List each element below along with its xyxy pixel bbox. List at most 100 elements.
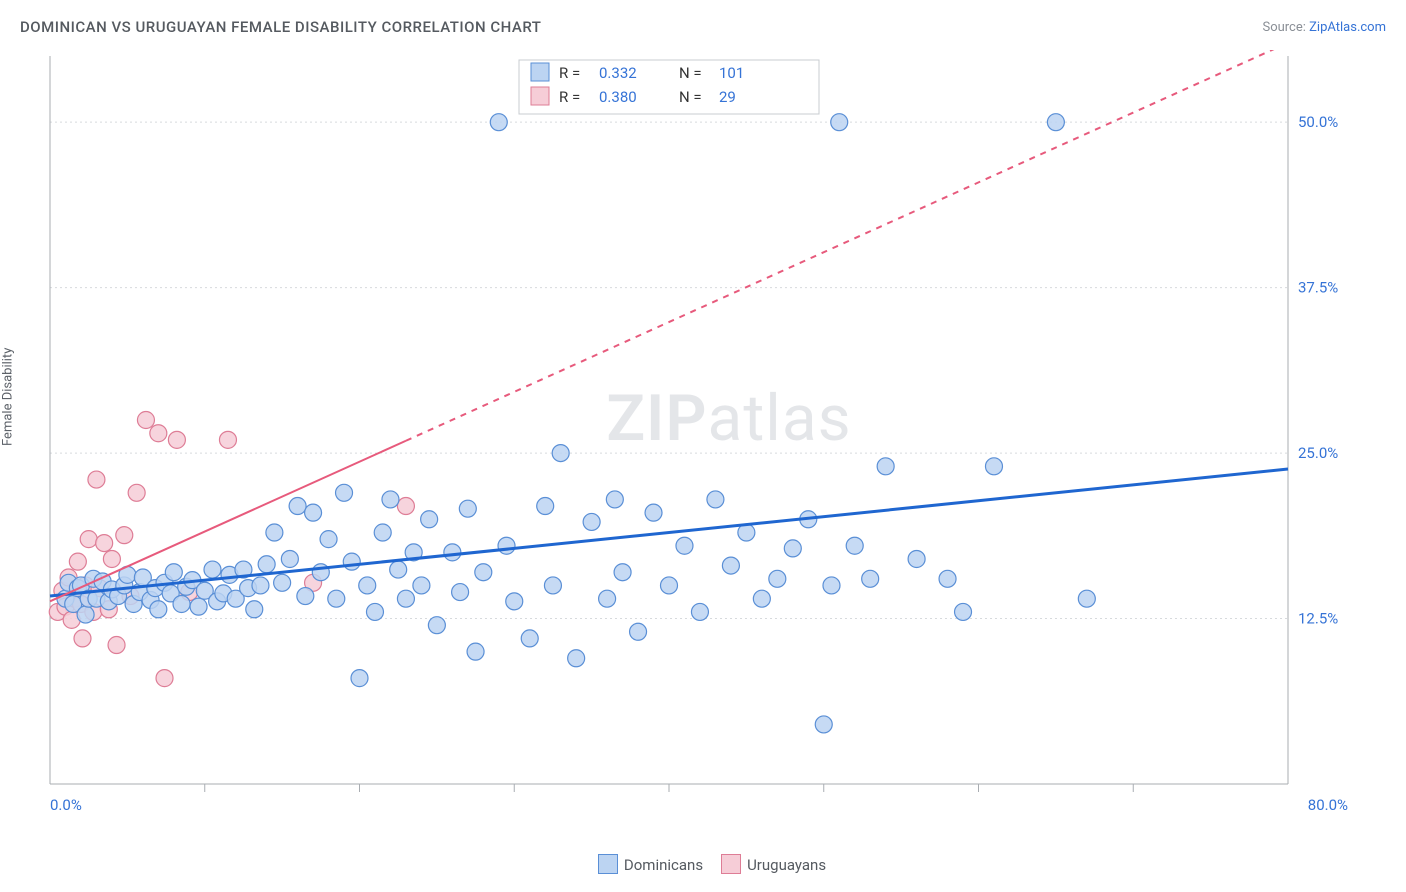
dominican-point bbox=[421, 511, 438, 528]
dominican-point bbox=[630, 623, 647, 640]
dominican-point bbox=[336, 484, 353, 501]
dominican-point bbox=[676, 537, 693, 554]
legend-r-label: R = bbox=[559, 88, 580, 106]
uruguayan-point bbox=[128, 484, 145, 501]
dominican-point bbox=[297, 588, 314, 605]
legend-swatch bbox=[531, 63, 549, 81]
dominican-point bbox=[955, 603, 972, 620]
uruguayan-point bbox=[69, 553, 86, 570]
dominican-point bbox=[552, 445, 569, 462]
dominican-point bbox=[537, 498, 554, 515]
dominican-point bbox=[753, 590, 770, 607]
dominican-point bbox=[823, 577, 840, 594]
dominican-point bbox=[846, 537, 863, 554]
dominican-point bbox=[544, 577, 561, 594]
dominican-point bbox=[1078, 590, 1095, 607]
watermark: ZIPatlas bbox=[606, 381, 851, 456]
y-axis-label: Female Disability bbox=[1, 348, 16, 446]
dominican-point bbox=[320, 531, 337, 548]
uruguayan-point bbox=[137, 412, 154, 429]
uruguayan-point bbox=[116, 527, 133, 544]
dominican-point bbox=[784, 540, 801, 557]
dominican-point bbox=[173, 595, 190, 612]
scatter-plot: 12.5% 25.0% 37.5% 50.0% 0.0% 80.0% ZIPatlas R =… bbox=[48, 50, 1358, 820]
dominican-point bbox=[281, 550, 298, 567]
uruguayan-point bbox=[103, 550, 120, 567]
dominican-point bbox=[645, 504, 662, 521]
dominican-point bbox=[490, 114, 507, 131]
dominican-point bbox=[939, 570, 956, 587]
x-tick-label: 0.0% bbox=[50, 796, 82, 814]
dominican-point bbox=[397, 590, 414, 607]
dominican-point bbox=[266, 524, 283, 541]
dominican-point bbox=[343, 553, 360, 570]
y-tick-label: 25.0% bbox=[1298, 444, 1338, 462]
dominican-point bbox=[506, 593, 523, 610]
dominican-point bbox=[475, 564, 492, 581]
dominican-point bbox=[707, 491, 724, 508]
y-tick-label: 12.5% bbox=[1298, 610, 1338, 628]
uruguayan-point bbox=[219, 431, 236, 448]
dominican-point bbox=[165, 564, 182, 581]
title-bar: DOMINICAN VS URUGUAYAN FEMALE DISABILITY… bbox=[20, 18, 1386, 36]
dominican-point bbox=[614, 564, 631, 581]
legend-n-value: 29 bbox=[719, 88, 736, 106]
dominican-point bbox=[77, 606, 94, 623]
dominican-point bbox=[467, 643, 484, 660]
dominican-point bbox=[150, 601, 167, 618]
dominican-point bbox=[366, 603, 383, 620]
legend-label: Uruguayans bbox=[747, 856, 826, 874]
dominican-point bbox=[413, 577, 430, 594]
dominican-point bbox=[359, 577, 376, 594]
dominican-point bbox=[691, 603, 708, 620]
uruguayan-point bbox=[96, 535, 113, 552]
legend-r-value: 0.380 bbox=[599, 88, 637, 106]
dominican-point bbox=[382, 491, 399, 508]
dominican-point bbox=[661, 577, 678, 594]
legend-label: Dominicans bbox=[624, 856, 703, 874]
dominican-point bbox=[568, 650, 585, 667]
legend-r-label: R = bbox=[559, 64, 580, 82]
uruguayan-point bbox=[150, 425, 167, 442]
chart-title: DOMINICAN VS URUGUAYAN FEMALE DISABILITY… bbox=[20, 18, 541, 36]
legend-n-label: N = bbox=[679, 88, 702, 106]
uruguayan-point bbox=[397, 498, 414, 515]
legend-r-value: 0.332 bbox=[599, 64, 637, 82]
uruguayan-point bbox=[80, 531, 97, 548]
uruguayan-point bbox=[156, 670, 173, 687]
source-prefix: Source: bbox=[1262, 20, 1309, 35]
dominican-point bbox=[1047, 114, 1064, 131]
dominican-point bbox=[289, 498, 306, 515]
uruguayan-point bbox=[168, 431, 185, 448]
source-label: Source: ZipAtlas.com bbox=[1262, 20, 1386, 35]
uruguayan-point bbox=[74, 630, 91, 647]
dominican-point bbox=[908, 550, 925, 567]
bottom-legend: Dominicans Uruguayans bbox=[0, 854, 1406, 874]
dominican-point bbox=[374, 524, 391, 541]
dominican-point bbox=[444, 544, 461, 561]
legend-swatch bbox=[598, 854, 618, 874]
dominican-point bbox=[305, 504, 322, 521]
dominican-point bbox=[862, 570, 879, 587]
dominican-point bbox=[246, 601, 263, 618]
uruguayan-point bbox=[88, 471, 105, 488]
y-tick-label: 50.0% bbox=[1298, 113, 1338, 131]
dominican-point bbox=[204, 561, 221, 578]
dominican-point bbox=[583, 513, 600, 530]
dominican-point bbox=[328, 590, 345, 607]
source-link[interactable]: ZipAtlas.com bbox=[1309, 20, 1386, 35]
dominican-point bbox=[722, 557, 739, 574]
dominican-point bbox=[599, 590, 616, 607]
dominican-point bbox=[351, 670, 368, 687]
dominican-point bbox=[390, 561, 407, 578]
x-tick-label: 80.0% bbox=[1308, 796, 1348, 814]
dominican-point bbox=[190, 598, 207, 615]
dominican-point bbox=[815, 716, 832, 733]
y-tick-label: 37.5% bbox=[1298, 279, 1338, 297]
chart-container: DOMINICAN VS URUGUAYAN FEMALE DISABILITY… bbox=[0, 0, 1406, 892]
dominican-point bbox=[252, 577, 269, 594]
dominican-point bbox=[452, 584, 469, 601]
dominican-point bbox=[985, 458, 1002, 475]
legend-swatch bbox=[721, 854, 741, 874]
dominican-point bbox=[521, 630, 538, 647]
